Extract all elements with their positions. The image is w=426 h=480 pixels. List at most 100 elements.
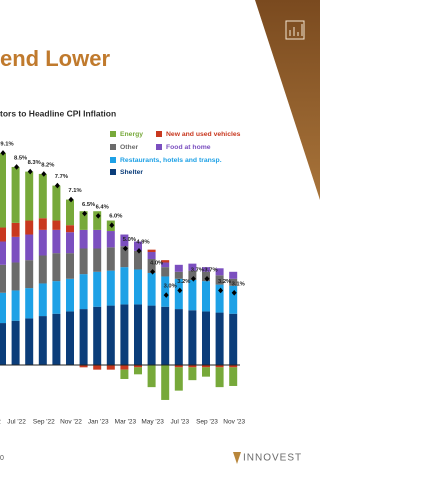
- bar-segment: [106, 365, 115, 370]
- bar-segment: [52, 229, 61, 254]
- bar-segment: [202, 365, 210, 368]
- total-label: 9.1%: [0, 142, 13, 148]
- bar-segment: [0, 152, 6, 228]
- total-marker: [14, 164, 20, 170]
- bar-segment: [202, 311, 210, 365]
- bar-segment: [120, 369, 129, 379]
- bar-segment: [66, 253, 74, 279]
- bar-segment: [134, 241, 142, 251]
- bar-segment: [120, 304, 129, 365]
- bar-segment: [134, 367, 142, 375]
- bar-segment: [161, 276, 170, 307]
- bar-segment: [66, 311, 74, 365]
- bar-segment: [215, 284, 224, 313]
- bar-segment: [66, 225, 74, 233]
- bar-segment: [120, 267, 129, 305]
- legend: Shelter Restaurants, hotels and transp. Ot…: [110, 131, 241, 176]
- total-marker: [163, 292, 169, 298]
- bar-segment: [202, 267, 210, 272]
- bar-segment: [134, 269, 142, 305]
- corner-banner: [255, 0, 320, 200]
- bar-segment: [106, 247, 115, 271]
- total-marker: [95, 213, 101, 219]
- bar-segment: [11, 166, 20, 223]
- total-marker: [204, 275, 210, 282]
- bar-segment: [66, 232, 74, 254]
- bar-segment: [229, 271, 238, 279]
- total-marker: [190, 275, 196, 282]
- bar-segment: [188, 365, 197, 368]
- bar-segment: [52, 313, 61, 365]
- bar-segment: [120, 246, 129, 268]
- bar-segment: [147, 251, 156, 259]
- bar-segment: [229, 367, 238, 386]
- bar-segment: [79, 211, 88, 230]
- total-label: 5.0%: [123, 237, 136, 243]
- bar-segment: [93, 306, 102, 365]
- bar-segment: [215, 275, 224, 285]
- logo-text: INNOVEST: [243, 453, 302, 464]
- total-marker: [0, 150, 6, 156]
- total-label: 7.7%: [55, 174, 68, 180]
- bar-segment: [25, 288, 34, 319]
- logo-mark: [233, 452, 241, 464]
- bar-segment: [66, 199, 74, 226]
- bar-segment: [79, 309, 88, 365]
- bar-segment: [93, 211, 102, 230]
- bar-segment: [147, 305, 156, 365]
- bar-segment: [93, 365, 102, 370]
- bar-segment: [38, 229, 47, 256]
- bar-segment: [134, 365, 142, 368]
- bar-segment: [0, 227, 6, 242]
- slide-title: end Lower: [0, 46, 110, 71]
- bar-segment: [106, 270, 115, 306]
- bar-segment: [174, 271, 183, 279]
- bar-segment: [202, 281, 210, 312]
- bar-segment: [202, 271, 210, 282]
- bar-segment: [147, 249, 156, 252]
- total-label: 6.4%: [96, 204, 109, 210]
- bar-segment: [229, 278, 238, 286]
- bar-segment: [52, 253, 61, 282]
- x-tick-label: Sep '22: [33, 419, 55, 426]
- legend-swatch: [110, 131, 116, 137]
- bar-segment: [161, 306, 170, 365]
- chart-subtitle: tors to Headline CPI Inflation: [0, 108, 116, 118]
- bar-segment: [229, 313, 238, 365]
- total-marker: [218, 287, 224, 294]
- bar-segment: [38, 218, 47, 230]
- bar-segment: [188, 367, 197, 381]
- bar-segment: [188, 279, 197, 311]
- bar-segment: [0, 241, 6, 265]
- total-label: 8.3%: [28, 160, 41, 166]
- total-marker: [150, 269, 156, 275]
- bar-segment: [38, 283, 47, 317]
- bar-segment: [134, 250, 142, 270]
- bar-segment: [188, 310, 197, 365]
- bar-segment: [120, 234, 129, 247]
- total-marker: [41, 171, 47, 177]
- bar-segment: [174, 309, 183, 365]
- total-label: 3.7%: [191, 267, 204, 273]
- total-label: 3.1%: [232, 281, 245, 287]
- bar-segment: [161, 260, 170, 263]
- bar-segment: [229, 365, 238, 368]
- legend-swatch: [110, 144, 116, 150]
- bar-segment: [79, 229, 88, 249]
- bar-segment: [188, 270, 197, 280]
- page-number: 0: [0, 455, 4, 462]
- bar-segment: [0, 323, 6, 365]
- bar-segment: [93, 229, 102, 249]
- x-tick-label: May '23: [141, 419, 164, 426]
- bar-segment: [147, 272, 156, 306]
- bar-segment: [25, 171, 34, 221]
- bar-segment: [134, 304, 142, 365]
- bar-segment: [174, 264, 183, 272]
- x-tick-label: Mar '23: [115, 419, 137, 426]
- bar-segment: [25, 234, 34, 261]
- legend-label: Other: [120, 144, 138, 151]
- bar-segment: [38, 255, 47, 284]
- bar-segment: [66, 278, 74, 312]
- bar-segment: [52, 185, 61, 221]
